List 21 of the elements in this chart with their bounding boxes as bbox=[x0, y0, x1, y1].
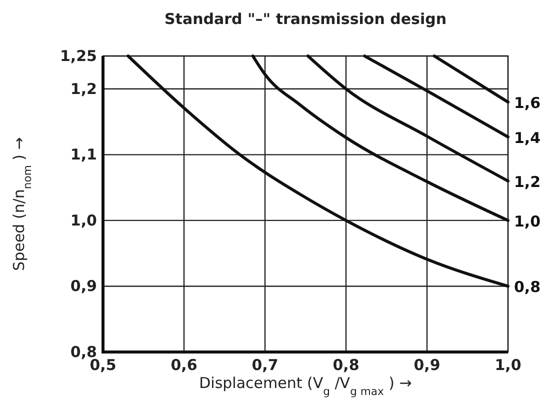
y-tick-label: 0,9 bbox=[70, 277, 97, 296]
line-series bbox=[251, 54, 510, 222]
x-tick-label: 0,8 bbox=[332, 356, 360, 374]
chart-title: Standard "–" transmission design bbox=[164, 10, 447, 28]
y-tick-label: 1,1 bbox=[70, 146, 97, 164]
y-tick-label: 1,2 bbox=[70, 80, 97, 98]
x-tick-label: 0,6 bbox=[170, 356, 198, 374]
x-axis-title: Displacement (V$_{g}$/V$_{g max}$) → bbox=[199, 374, 412, 398]
y-tick-label: 1,0 bbox=[70, 211, 97, 230]
line-series bbox=[306, 54, 510, 182]
line-series bbox=[126, 54, 510, 288]
x-tick-label: 0,7 bbox=[252, 356, 278, 374]
series-label: 1,6 bbox=[514, 94, 541, 112]
x-tick-label: 0,5 bbox=[90, 356, 116, 374]
series-label: 1,2 bbox=[514, 172, 541, 191]
y-tick-label: 1,25 bbox=[60, 47, 97, 65]
series-label: 0,8 bbox=[514, 278, 541, 296]
x-tick-label: 0,9 bbox=[414, 356, 440, 374]
x-tick-label: 1,0 bbox=[494, 356, 522, 374]
series-label: 1,0 bbox=[514, 212, 541, 230]
series-label: 1,4 bbox=[514, 128, 541, 147]
